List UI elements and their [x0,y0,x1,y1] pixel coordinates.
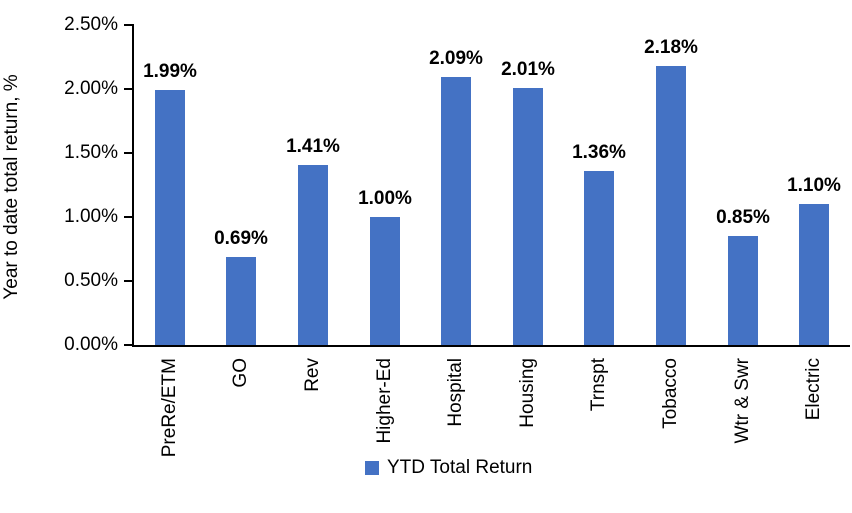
x-category-label: Higher-Ed [374,358,395,444]
y-axis-line [132,24,134,347]
bar-value-label: 1.41% [286,136,340,157]
y-axis-tick [124,344,132,346]
bar-trnspt [584,171,614,345]
x-category-label: Wtr & Swr [732,358,753,444]
bar-value-label: 2.18% [644,37,698,58]
bar-prere-etm [155,90,185,345]
legend-label: YTD Total Return [387,457,533,478]
bar-value-label: 1.10% [787,175,841,196]
bar-value-label: 0.69% [214,228,268,249]
y-axis-tick [124,88,132,90]
bar-housing [513,88,543,345]
y-axis-tick [124,216,132,218]
x-category-label: Hospital [445,358,466,427]
x-category-label: GO [230,358,251,388]
y-axis-tick-label: 2.00% [64,78,118,99]
x-category-label: Tobacco [660,358,681,429]
y-axis-tick-label: 1.00% [64,206,118,227]
x-category-label: Trnspt [588,358,609,412]
x-category-label: Electric [803,358,824,421]
bar-value-label: 0.85% [716,207,770,228]
bar-hospital [441,77,471,345]
legend: YTD Total Return [365,457,532,479]
bar-value-label: 1.99% [143,61,197,82]
bar-tobacco [656,66,686,345]
bar-value-label: 2.01% [501,59,555,80]
x-axis-line [132,345,850,347]
bar-rev [298,165,328,345]
bar-go [226,257,256,345]
y-axis-tick-label: 0.50% [64,270,118,291]
bar-electric [799,204,829,345]
x-category-label: PreRe/ETM [159,358,180,458]
y-axis-tick-label: 0.00% [64,334,118,355]
y-axis-tick-label: 2.50% [64,14,118,35]
x-category-label: Rev [302,358,323,392]
bar-value-label: 1.00% [358,188,412,209]
y-axis-tick-label: 1.50% [64,142,118,163]
legend-swatch [365,461,379,475]
bar-value-label: 1.36% [572,142,626,163]
y-axis-tick [124,24,132,26]
y-axis-tick [124,152,132,154]
y-axis-tick [124,280,132,282]
bar-higher-ed [370,217,400,345]
bar-value-label: 2.09% [429,48,483,69]
x-category-label: Housing [517,358,538,428]
y-axis-title: Year to date total return, % [1,74,22,300]
bar-wtr-swr [728,236,758,345]
